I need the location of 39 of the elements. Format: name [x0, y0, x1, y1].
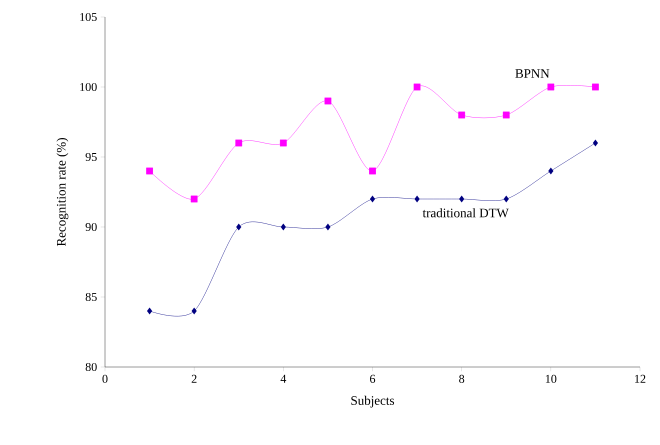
y-tick-label: 80 — [86, 362, 97, 372]
point — [369, 168, 376, 174]
point — [235, 140, 242, 146]
point — [325, 224, 331, 230]
y-tick-label: 85 — [86, 292, 97, 302]
y-axis-title: Recognition rate (%) — [56, 138, 68, 246]
point — [236, 224, 242, 230]
x-tick-label: 8 — [459, 374, 464, 383]
point — [414, 196, 420, 202]
point — [414, 84, 420, 90]
point — [192, 308, 197, 314]
point — [324, 98, 332, 104]
x-tick-label: 10 — [546, 374, 556, 383]
x-axis-title: Subjects — [351, 396, 394, 408]
series-label: BPNN — [515, 69, 550, 78]
point — [502, 112, 510, 118]
y-tick-label: 90 — [86, 222, 97, 232]
x-tick-label: 12 — [635, 374, 646, 383]
point — [548, 168, 554, 174]
point — [504, 196, 509, 202]
y-tick-label: 105 — [80, 12, 97, 22]
point — [146, 168, 153, 174]
point — [280, 140, 287, 146]
x-tick-label: 2 — [192, 374, 197, 383]
point — [459, 196, 464, 202]
point — [190, 196, 198, 202]
y-tick-label: 95 — [86, 152, 97, 162]
point — [458, 112, 466, 118]
x-tick-label: 4 — [280, 374, 286, 383]
point — [547, 84, 554, 90]
point — [370, 196, 376, 202]
point — [146, 308, 152, 314]
x-tick-label: 6 — [370, 374, 376, 383]
point — [592, 140, 598, 146]
point — [592, 84, 599, 90]
series-label: traditional DTW — [422, 208, 509, 218]
x-tick-label: 0 — [102, 374, 108, 383]
point — [280, 224, 286, 230]
y-tick-label: 100 — [80, 82, 97, 92]
